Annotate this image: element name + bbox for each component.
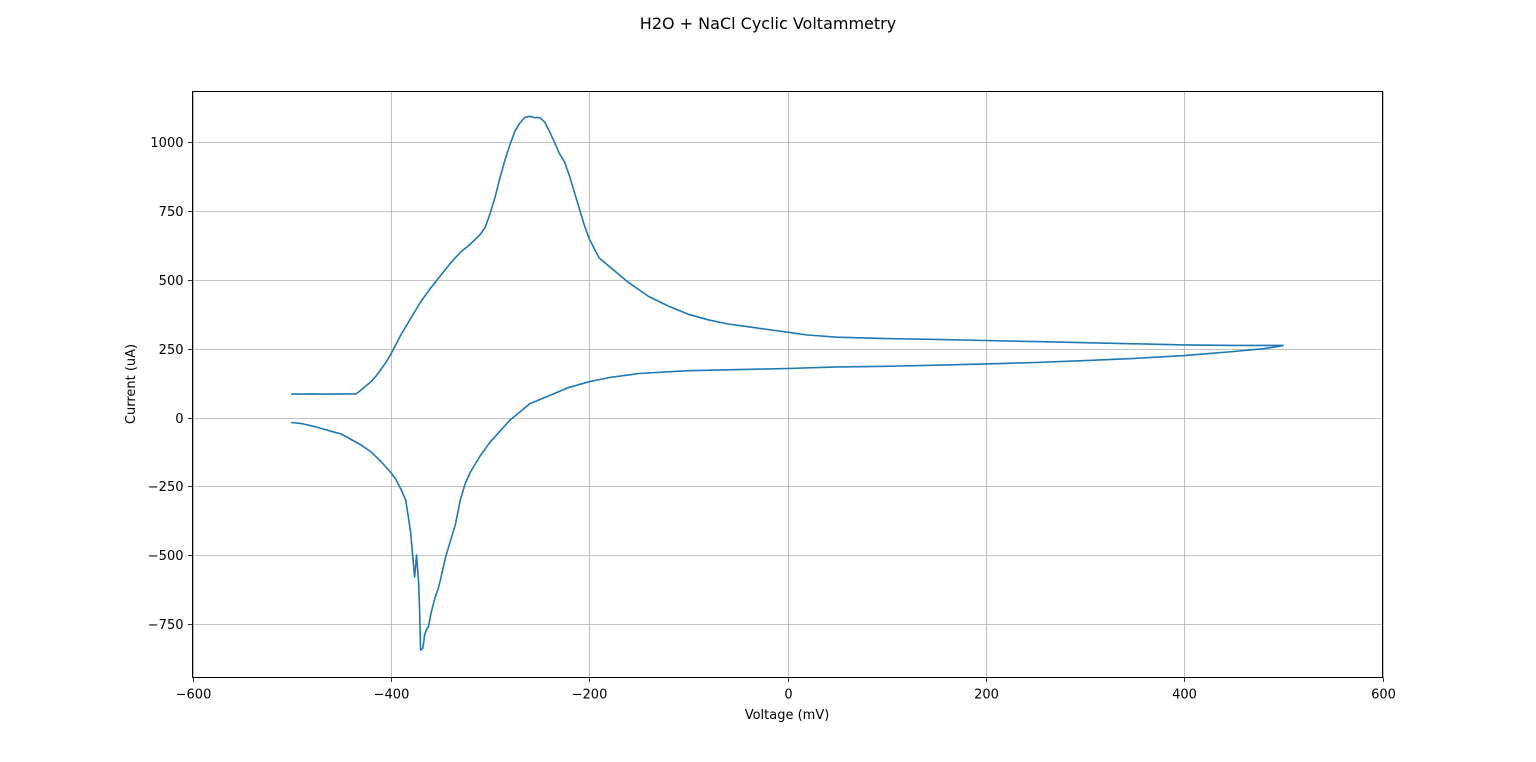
x-tick-label: 0 — [784, 688, 792, 703]
x-axis-label: Voltage (mV) — [745, 708, 830, 723]
grid-lines — [192, 91, 1384, 678]
y-axis-label: Current (uA) — [124, 344, 139, 424]
y-tick-label: −250 — [148, 480, 184, 495]
x-tick-label: −200 — [572, 688, 608, 703]
y-tick-label: 750 — [159, 205, 184, 220]
chart-title: H2O + NaCl Cyclic Voltammetry — [640, 14, 896, 33]
x-tick-label: −400 — [374, 688, 410, 703]
y-tick-label: 250 — [159, 343, 184, 358]
y-tick-label: −750 — [148, 618, 184, 633]
x-tick-label: 200 — [974, 688, 999, 703]
y-tick-label: 500 — [159, 274, 184, 289]
y-tick-label: −500 — [148, 549, 184, 564]
x-tick-label: 600 — [1371, 688, 1396, 703]
y-tick-label: 1000 — [150, 136, 183, 151]
y-tick-label: 0 — [175, 412, 183, 427]
x-tick-label: 400 — [1172, 688, 1197, 703]
plot-area — [290, 115, 1285, 651]
cv-curve-line — [290, 115, 1285, 651]
axes-frame — [192, 91, 1383, 678]
x-tick-label: −600 — [176, 688, 212, 703]
y-axis-ticks: −750 −500 −250 0 250 500 750 1000 — [148, 136, 193, 633]
x-axis-ticks: −600 −400 −200 0 200 400 600 — [176, 677, 1396, 703]
